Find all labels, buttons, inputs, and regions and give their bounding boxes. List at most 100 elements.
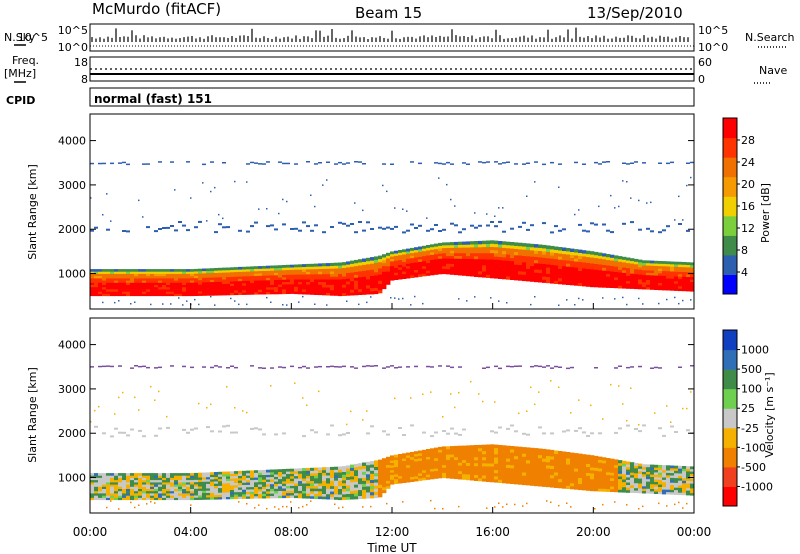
power-echo [366, 221, 370, 224]
power-cell [482, 255, 487, 260]
power-cell [294, 284, 299, 287]
power-cell [574, 279, 579, 283]
power-echo [170, 225, 174, 227]
colorbar-tick-label: 16 [741, 200, 755, 213]
velocity-cell [494, 463, 499, 467]
velocity-cell [302, 468, 307, 471]
velocity-cell [482, 463, 487, 467]
power-echo [322, 231, 326, 234]
velocity-echo [334, 503, 336, 505]
power-cell [250, 282, 255, 286]
power-cell [582, 265, 587, 269]
colorbar-tick-label: 4 [741, 266, 748, 279]
velocity-cell [434, 473, 439, 477]
velocity-cell [126, 479, 131, 483]
velocity-cell [414, 451, 419, 455]
velocity-cell [442, 467, 447, 471]
power-cell [186, 291, 191, 294]
power-cell [278, 272, 283, 276]
power-cell [314, 276, 319, 280]
velocity-cell [354, 475, 359, 479]
power-cell [574, 270, 579, 274]
velocity-cell [438, 462, 443, 466]
velocity-cell [162, 482, 167, 485]
velocity-cell [410, 466, 415, 470]
velocity-cell [566, 470, 571, 474]
velocity-cell [518, 481, 523, 485]
power-cell [286, 284, 291, 287]
power-cell [454, 258, 459, 262]
power-cell [646, 262, 651, 266]
power-cell [398, 257, 403, 261]
velocity-cell [206, 497, 211, 500]
velocity-cell [114, 493, 119, 496]
power-cell [398, 259, 403, 263]
power-echo [162, 303, 164, 305]
velocity-echo [498, 502, 500, 504]
velocity-cell [358, 480, 363, 485]
power-cell [646, 265, 651, 268]
power-cell [678, 285, 683, 289]
power-echo [482, 161, 486, 164]
power-cell [158, 269, 163, 272]
nave-label: Nave [759, 64, 787, 77]
velocity-cell [490, 444, 495, 448]
power-cell [194, 277, 199, 281]
power-cell [242, 273, 247, 277]
power-echo [134, 301, 136, 303]
cpid-frame [89, 87, 695, 107]
power-cell [562, 272, 567, 276]
velocity-echo [506, 365, 510, 368]
velocity-cell [370, 461, 375, 465]
velocity-cell [530, 476, 535, 480]
power-cell [494, 275, 499, 279]
power-echo [394, 207, 396, 209]
power-cell [374, 287, 379, 291]
velocity-cell [542, 458, 547, 462]
velocity-cell [530, 457, 535, 461]
power-cell [202, 290, 207, 294]
power-cell [526, 259, 531, 263]
power-echo [302, 221, 306, 224]
velocity-cell [270, 483, 275, 487]
power-cell [498, 262, 503, 267]
velocity-cell [306, 493, 311, 497]
velocity-cell [390, 474, 395, 478]
power-cell [170, 271, 175, 274]
velocity-echo [506, 427, 510, 430]
velocity-cell [678, 465, 683, 469]
velocity-cell [178, 477, 183, 481]
velocity-cell [470, 471, 475, 475]
velocity-cell [634, 480, 639, 484]
velocity-cell [634, 467, 639, 471]
velocity-cell [338, 488, 343, 492]
power-cell [538, 266, 543, 270]
velocity-cell [594, 455, 599, 460]
velocity-cell [410, 469, 415, 473]
power-echo [314, 163, 318, 165]
velocity-cell [578, 465, 583, 469]
power-cell [310, 281, 315, 285]
velocity-cell [314, 483, 319, 487]
power-cell [690, 288, 695, 292]
power-cell [218, 281, 223, 285]
power-cell [102, 282, 107, 285]
power-cell [390, 265, 395, 269]
power-cell [438, 263, 443, 267]
velocity-cell [246, 482, 251, 485]
power-echo [610, 231, 614, 234]
velocity-echo [150, 501, 152, 503]
power-echo [474, 296, 476, 298]
power-cell [178, 271, 183, 274]
velocity-cell [634, 485, 639, 489]
power-cell [194, 273, 199, 276]
velocity-echo [338, 366, 342, 368]
velocity-cell [522, 481, 527, 486]
power-cell [446, 266, 451, 270]
velocity-cell [598, 471, 603, 475]
power-cell [650, 270, 655, 273]
velocity-cell [174, 495, 179, 498]
velocity-cell [466, 476, 471, 481]
velocity-cell [106, 488, 111, 492]
power-cell [122, 293, 127, 297]
